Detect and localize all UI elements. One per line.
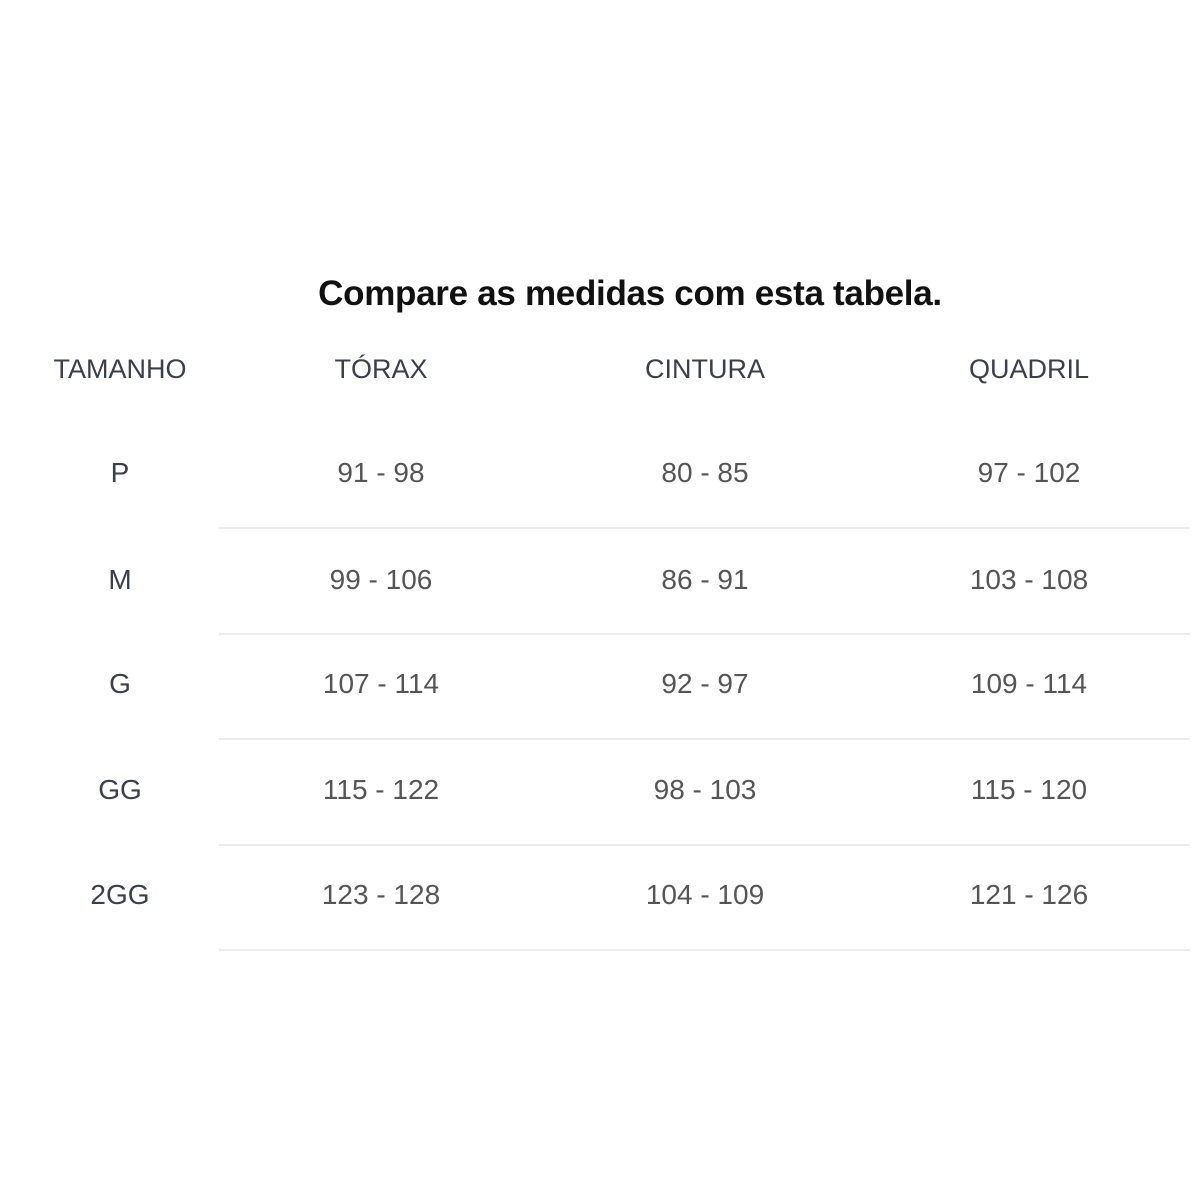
cell-torax: 123 - 128 xyxy=(321,879,441,910)
cell-cintura: 86 - 91 xyxy=(661,564,749,595)
row-divider xyxy=(219,527,1190,529)
row-divider xyxy=(219,633,1190,635)
cell-torax: 99 - 106 xyxy=(329,564,433,595)
cell-torax: 107 - 114 xyxy=(322,668,440,699)
cell-torax: 91 - 98 xyxy=(337,457,425,488)
cell-quadril: 115 - 120 xyxy=(970,774,1088,805)
cell-cintura: 104 - 109 xyxy=(645,879,765,910)
row-divider xyxy=(219,738,1190,740)
cell-quadril: 103 - 108 xyxy=(969,564,1089,595)
cell-size: P xyxy=(110,457,130,488)
row-divider xyxy=(219,844,1190,846)
page-title: Compare as medidas com esta tabela. xyxy=(318,274,942,313)
cell-quadril: 121 - 126 xyxy=(969,879,1089,910)
cell-quadril: 109 - 114 xyxy=(970,668,1088,699)
column-header-torax: TÓRAX xyxy=(334,354,428,384)
cell-size: G xyxy=(109,668,131,699)
cell-cintura: 98 - 103 xyxy=(653,774,757,805)
cell-cintura: 92 - 97 xyxy=(661,668,749,699)
cell-size: M xyxy=(108,564,132,595)
cell-size: GG xyxy=(98,774,142,805)
cell-quadril: 97 - 102 xyxy=(977,457,1081,488)
row-divider xyxy=(219,949,1190,951)
column-header-cintura: CINTURA xyxy=(645,354,765,384)
column-header-size: TAMANHO xyxy=(53,354,187,384)
cell-size: 2GG xyxy=(90,879,150,910)
cell-cintura: 80 - 85 xyxy=(661,457,749,488)
column-header-quadril: QUADRIL xyxy=(968,354,1090,384)
cell-torax: 115 - 122 xyxy=(322,774,440,805)
